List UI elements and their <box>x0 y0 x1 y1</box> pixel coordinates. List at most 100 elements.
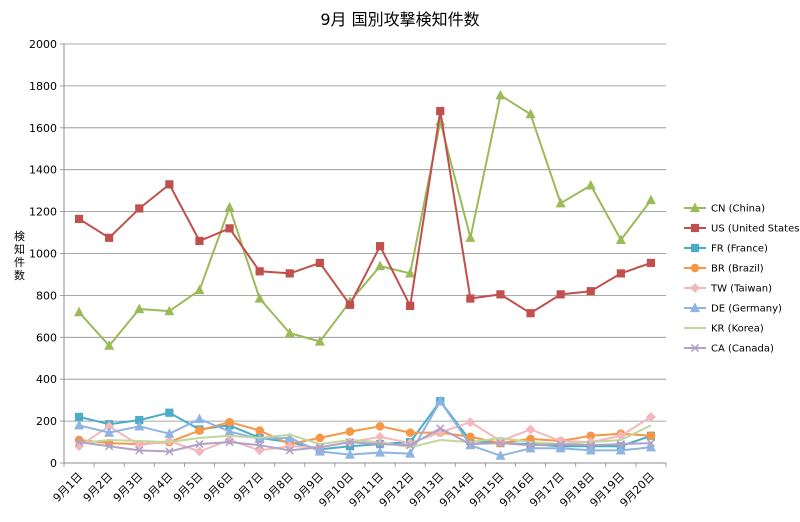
data-point <box>255 441 264 450</box>
y-tick-label: 200 <box>36 415 57 428</box>
grid-layer <box>64 43 666 464</box>
data-point <box>465 417 476 428</box>
data-point <box>375 439 385 449</box>
legend-label: FR (France) <box>711 244 768 255</box>
y-tick-label: 2000 <box>29 38 57 51</box>
data-point <box>556 290 565 299</box>
data-point <box>195 439 204 449</box>
data-point <box>586 287 595 296</box>
data-point <box>255 267 264 276</box>
legend-label: BR (Brazil) <box>711 264 764 275</box>
data-point <box>375 422 385 431</box>
legend-swatch-marker <box>690 223 700 233</box>
data-point <box>164 428 175 438</box>
legend-swatch-marker <box>689 202 701 213</box>
data-point <box>134 420 145 431</box>
data-point <box>345 300 355 309</box>
data-point <box>74 412 84 422</box>
data-point <box>194 413 205 424</box>
y-axis-label-text: 検知件数 <box>14 229 25 282</box>
y-tick-label: 1800 <box>29 80 57 93</box>
legend: CN (China) US (United States) FR (France) B… <box>684 202 800 355</box>
x-tick-label: 9月4日 <box>141 470 176 505</box>
legend-item: DE (Germany) <box>684 302 782 315</box>
series-layer <box>74 89 656 460</box>
legend-swatch-marker <box>690 263 700 273</box>
data-point <box>164 305 175 316</box>
series-line <box>78 421 652 446</box>
legend-item: BR (Brazil) <box>684 264 764 275</box>
data-point <box>315 443 325 452</box>
legend-item: TW (Taiwan) <box>684 283 772 295</box>
data-point <box>585 179 596 190</box>
data-point <box>224 201 235 212</box>
data-point <box>74 214 84 224</box>
series-line <box>78 416 652 453</box>
data-point <box>466 439 475 449</box>
x-tick-label: 9月2日 <box>81 470 116 505</box>
legend-label: CA (Canada) <box>711 344 774 355</box>
data-point <box>135 446 144 455</box>
y-tick-label: 1200 <box>29 206 57 219</box>
data-point <box>344 449 355 459</box>
y-tick-label: 0 <box>50 457 57 470</box>
legend-item: KR (Korea) <box>684 324 764 335</box>
legend-swatch-marker <box>690 243 700 253</box>
data-point <box>285 446 294 455</box>
y-axis-label: 検知件数 <box>14 229 25 282</box>
data-point <box>165 408 174 417</box>
data-point <box>195 426 204 435</box>
series-line <box>78 427 652 453</box>
legend-item: CN (China) <box>684 202 765 215</box>
data-point <box>405 441 415 450</box>
data-point <box>285 269 294 278</box>
data-point <box>135 204 144 213</box>
data-point <box>284 432 295 442</box>
series-line <box>78 400 652 457</box>
legend-label: US (United States) <box>711 224 800 235</box>
y-tick-label: 1600 <box>29 122 57 135</box>
x-tick-label: 9月3日 <box>111 470 146 505</box>
data-point <box>406 301 415 310</box>
data-point <box>616 439 626 449</box>
legend-swatch-marker <box>689 302 701 313</box>
data-point <box>616 269 625 278</box>
data-point <box>586 441 595 450</box>
data-point <box>345 427 355 436</box>
y-tick-label: 600 <box>36 331 57 344</box>
data-point <box>495 450 506 460</box>
legend-label: TW (Taiwan) <box>710 284 772 295</box>
data-point <box>194 284 205 295</box>
data-point <box>104 427 115 437</box>
data-point <box>134 303 145 314</box>
data-point <box>646 412 656 422</box>
data-point <box>345 437 355 447</box>
data-point <box>314 446 325 456</box>
legend-item: FR (France) <box>684 244 768 255</box>
data-point <box>645 441 656 452</box>
data-point <box>375 431 385 442</box>
data-point <box>495 89 506 100</box>
data-point <box>646 438 656 448</box>
data-point <box>555 442 566 453</box>
data-point <box>615 444 626 455</box>
data-point <box>645 194 656 205</box>
legend-swatch-marker <box>690 343 700 353</box>
legend-label: KR (Korea) <box>711 324 764 335</box>
data-point <box>525 108 536 119</box>
x-tick-label: 9月1日 <box>51 470 86 505</box>
series-0 <box>74 89 656 350</box>
data-point <box>555 197 566 208</box>
data-point <box>284 327 295 338</box>
data-point <box>105 233 114 242</box>
legend-item: CA (Canada) <box>684 344 774 355</box>
chart-title: 9月 国別攻撃検知件数 <box>320 10 479 29</box>
data-point <box>436 424 445 433</box>
data-point <box>465 232 476 242</box>
data-point <box>165 180 174 189</box>
legend-item: US (United States) <box>684 224 800 235</box>
y-tick-label: 400 <box>36 373 57 386</box>
data-point <box>646 431 656 441</box>
data-point <box>496 438 505 448</box>
